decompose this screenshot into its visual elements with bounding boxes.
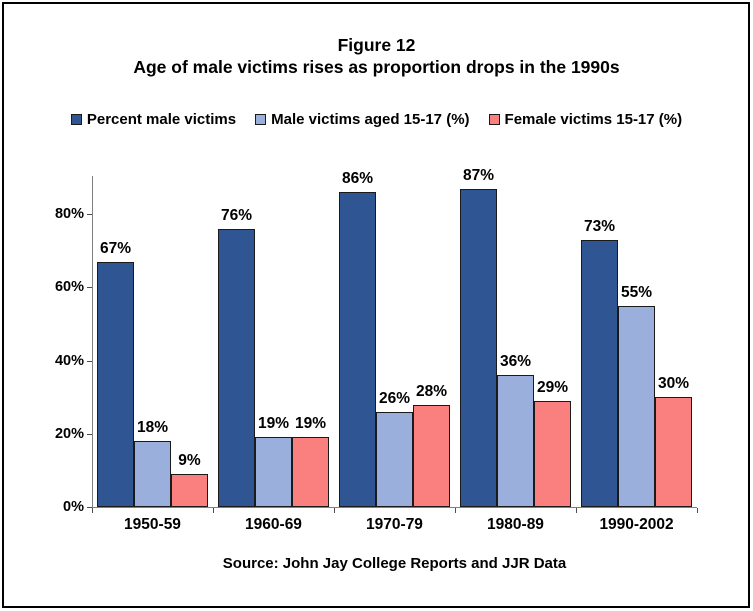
x-axis-tick (334, 508, 335, 513)
legend-swatch-light-blue-icon (255, 114, 267, 125)
bar-value-label: 55% (620, 283, 653, 301)
source-note: Source: John Jay College Reports and JJR… (222, 555, 567, 572)
y-axis-tick (87, 214, 92, 216)
legend-item-male-victims-15-17: Male victims aged 15-17 (%) (255, 111, 470, 128)
bar-1950-59-series-0 (97, 261, 134, 507)
y-axis-tick-label: 40% (54, 352, 84, 369)
bar-value-label: 67% (99, 239, 132, 257)
x-axis-category-label: 1960-69 (245, 516, 302, 533)
bar-1990-2002-series-0 (581, 239, 618, 507)
legend: Percent male victims Male victims aged 1… (0, 111, 753, 128)
bar-1970-79-series-1 (376, 411, 413, 507)
figure-number: Figure 12 (337, 35, 416, 55)
bar-value-label: 18% (136, 419, 169, 437)
bar-1990-2002-series-2 (655, 397, 692, 507)
bar-1990-2002-series-1 (618, 305, 655, 507)
y-axis-tick-label: 80% (54, 206, 84, 223)
y-axis-tick (87, 507, 92, 508)
y-axis-tick-label: 0% (63, 499, 84, 515)
bar-value-label: 9% (178, 452, 201, 470)
bar-value-label: 29% (536, 378, 569, 396)
legend-item-female-victims-15-17: Female victims 15-17 (%) (488, 111, 683, 128)
x-axis-category-label: 1970-79 (366, 516, 423, 533)
legend-swatch-pink-icon (488, 114, 500, 125)
bar-value-label: 26% (378, 389, 411, 407)
legend-item-percent-male-victims: Percent male victims (70, 111, 237, 128)
bar-1950-59-series-2 (171, 474, 208, 507)
x-axis-tick (455, 508, 456, 513)
bar-1960-69-series-1 (255, 437, 292, 507)
bar-1960-69-series-2 (292, 437, 329, 507)
bar-value-label: 86% (341, 170, 374, 188)
bar-value-label: 19% (294, 415, 327, 433)
x-axis-line (92, 507, 697, 508)
bar-value-label: 28% (415, 382, 448, 400)
bar-1970-79-series-2 (413, 404, 450, 507)
y-axis-tick (87, 287, 92, 289)
x-axis-tick (213, 508, 214, 513)
legend-label-percent-male-victims: Percent male victims (86, 111, 237, 128)
y-axis-tick (87, 360, 92, 362)
bar-1960-69-series-0 (218, 228, 255, 507)
bar-value-label: 76% (220, 206, 253, 224)
x-axis-tick (697, 508, 698, 513)
bar-value-label: 30% (657, 375, 690, 393)
y-axis-tick (87, 433, 92, 435)
bar-value-label: 36% (499, 353, 532, 371)
legend-label-female-victims-15-17: Female victims 15-17 (%) (504, 111, 683, 128)
bar-value-label: 73% (583, 217, 616, 235)
x-axis-category-label: 1990-2002 (599, 516, 674, 533)
bar-value-label: 19% (257, 415, 290, 433)
x-axis-tick (576, 508, 577, 513)
title-block: Figure 12 Age of male victims rises as p… (0, 34, 753, 78)
x-axis-tick (92, 508, 93, 513)
y-axis-line (92, 176, 93, 507)
bar-1950-59-series-1 (134, 441, 171, 507)
y-axis-tick-label: 60% (54, 279, 84, 296)
legend-swatch-dark-blue-icon (70, 114, 82, 125)
bar-1980-89-series-2 (534, 400, 571, 507)
x-axis-category-label: 1980-89 (487, 516, 544, 533)
legend-label-male-victims-15-17: Male victims aged 15-17 (%) (271, 111, 470, 128)
bar-1980-89-series-1 (497, 375, 534, 507)
bar-1980-89-series-0 (460, 188, 497, 507)
bar-value-label: 87% (462, 166, 495, 184)
y-axis-tick-label: 20% (54, 425, 84, 442)
x-axis-category-label: 1950-59 (124, 516, 181, 533)
chart-title: Age of male victims rises as proportion … (133, 57, 620, 77)
bar-1970-79-series-0 (339, 192, 376, 507)
